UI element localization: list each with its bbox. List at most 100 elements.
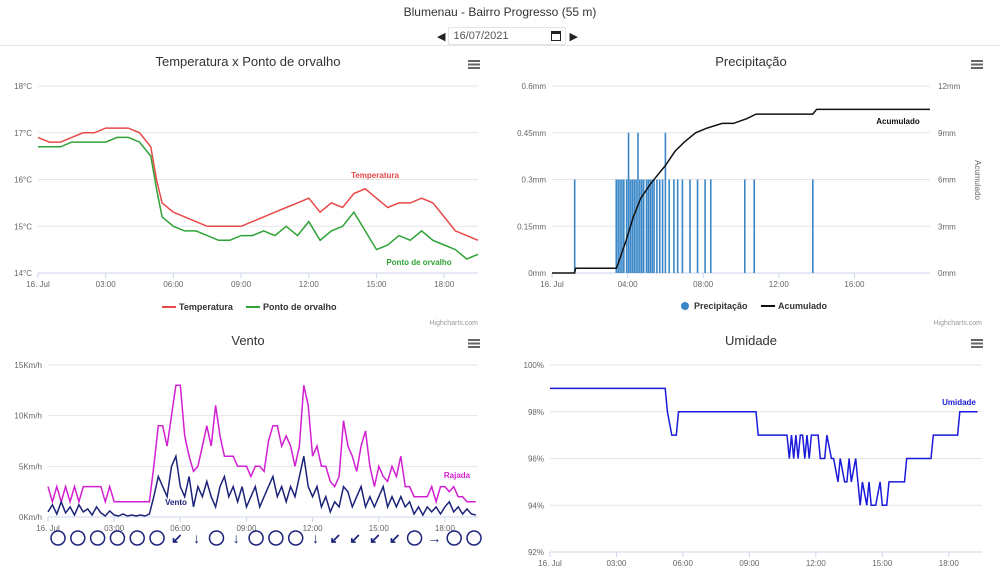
chart-title-1: Precipitação bbox=[715, 54, 787, 69]
precip-bar bbox=[627, 132, 630, 273]
precip-bar bbox=[573, 179, 576, 273]
x-tick-label: 18:00 bbox=[435, 524, 456, 533]
x-tick-label: 18:00 bbox=[434, 280, 455, 289]
precip-bar bbox=[637, 132, 639, 273]
precip-bar bbox=[664, 132, 667, 273]
series-label-umidade: Umidade bbox=[942, 398, 976, 407]
y-tick-label: 0.6mm bbox=[522, 82, 547, 91]
wind-calm-icon bbox=[89, 530, 106, 546]
x-tick-label: 03:00 bbox=[104, 524, 125, 533]
wind-direction-arrow-icon: ↙ bbox=[389, 530, 401, 546]
y-tick-label: 5Km/h bbox=[19, 462, 42, 471]
y-tick-label: 16°C bbox=[14, 176, 32, 185]
menu-line bbox=[971, 339, 983, 341]
precip-bar bbox=[689, 179, 691, 273]
precip-bar bbox=[676, 179, 679, 273]
y-tick-label: 10Km/h bbox=[14, 412, 42, 421]
precip-bar bbox=[617, 179, 619, 273]
menu-icon[interactable] bbox=[971, 60, 983, 69]
menu-line bbox=[468, 63, 480, 66]
menu-line bbox=[971, 63, 983, 66]
x-tick-label: 15:00 bbox=[366, 280, 387, 289]
x-tick-label: 12:00 bbox=[299, 280, 320, 289]
y2-tick-label: 3mm bbox=[938, 222, 956, 231]
precip-bar bbox=[812, 179, 814, 273]
menu-line bbox=[468, 346, 480, 348]
y-tick-label: 94% bbox=[528, 501, 544, 510]
x-tick-label: 09:00 bbox=[236, 524, 257, 533]
series-label-vento: Vento bbox=[165, 498, 187, 507]
precip-bar bbox=[696, 179, 699, 273]
x-tick-label: 04:00 bbox=[618, 280, 639, 289]
menu-line bbox=[971, 60, 983, 62]
precip-bar bbox=[704, 179, 706, 273]
wind-direction-arrow-icon: ↙ bbox=[329, 530, 341, 546]
y-tick-label: 0.15mm bbox=[517, 222, 546, 231]
series-line-ponto-de-orvalho bbox=[38, 136, 479, 260]
y-tick-label: 15Km/h bbox=[14, 361, 42, 370]
prev-day-icon[interactable]: ◀ bbox=[437, 30, 446, 43]
precip-bar bbox=[658, 179, 661, 273]
credits-text: Highcharts.com bbox=[429, 320, 478, 327]
wind-direction-arrow-icon: ↙ bbox=[369, 530, 381, 546]
series-line-vento bbox=[47, 453, 476, 518]
precip-bar bbox=[623, 179, 625, 273]
date-value: 16/07/2021 bbox=[453, 30, 509, 42]
x-tick-label: 16. Jul bbox=[540, 280, 564, 289]
x-tick-label: 06:00 bbox=[673, 559, 694, 568]
wind-calm-icon bbox=[466, 530, 482, 546]
wind-calm-icon bbox=[406, 530, 423, 546]
wind-direction-arrow-icon: ↙ bbox=[171, 530, 183, 546]
precip-bar bbox=[633, 179, 636, 273]
precip-bar bbox=[615, 179, 618, 273]
y2-tick-label: 6mm bbox=[938, 176, 956, 185]
precip-bar bbox=[621, 179, 623, 273]
x-tick-label: 03:00 bbox=[96, 280, 117, 289]
precip-bar bbox=[743, 179, 746, 273]
wind-direction-arrow-icon: → bbox=[427, 530, 441, 546]
wind-calm-icon bbox=[446, 530, 462, 546]
x-tick-label: 12:00 bbox=[769, 280, 790, 289]
next-day-icon[interactable]: ▶ bbox=[569, 30, 578, 43]
chart-title-0: Temperatura x Ponto de orvalho bbox=[156, 54, 341, 69]
y-tick-label: 0mm bbox=[528, 269, 546, 278]
precip-bar bbox=[619, 179, 621, 273]
wind-direction-arrow-icon: ↙ bbox=[349, 530, 361, 546]
precip-bar bbox=[656, 179, 658, 273]
y2-axis-title: Acumulado bbox=[973, 160, 982, 201]
menu-line bbox=[468, 67, 480, 69]
x-tick-label: 06:00 bbox=[163, 280, 184, 289]
y-tick-label: 14°C bbox=[14, 269, 32, 278]
series-label-ponto-de-orvalho: Ponto de orvalho bbox=[386, 258, 451, 267]
x-tick-label: 16. Jul bbox=[36, 524, 60, 533]
wind-direction-arrow-icon: ↓ bbox=[312, 530, 319, 546]
legend-label-ponto-de-orvalho: Ponto de orvalho bbox=[263, 302, 337, 312]
x-tick-label: 16. Jul bbox=[26, 280, 50, 289]
precip-bar bbox=[651, 179, 653, 273]
date-input[interactable]: 16/07/2021 bbox=[448, 27, 567, 45]
header-divider bbox=[0, 45, 1000, 46]
legend-label-acumulado: Acumulado bbox=[778, 301, 828, 311]
menu-icon[interactable] bbox=[468, 60, 480, 69]
precip-bar bbox=[647, 179, 650, 273]
precip-bar bbox=[645, 179, 648, 273]
series-line-acumulado bbox=[552, 108, 930, 274]
x-tick-label: 08:00 bbox=[693, 280, 714, 289]
calendar-icon[interactable] bbox=[551, 31, 562, 41]
x-tick-label: 12:00 bbox=[303, 524, 324, 533]
series-label-rajada: Rajada bbox=[444, 471, 471, 480]
wind-direction-arrow-icon: ↓ bbox=[193, 530, 200, 546]
precip-bar bbox=[673, 179, 675, 273]
series-label-temperatura: Temperatura bbox=[351, 171, 399, 180]
precip-bar bbox=[668, 179, 670, 273]
menu-icon[interactable] bbox=[468, 339, 480, 348]
wind-calm-icon bbox=[248, 530, 264, 546]
page-title: Blumenau - Bairro Progresso (55 m) bbox=[403, 5, 597, 19]
precip-bar bbox=[639, 179, 641, 273]
precip-bar bbox=[753, 179, 756, 273]
x-tick-label: 09:00 bbox=[739, 559, 760, 568]
precip-bar bbox=[681, 179, 684, 273]
date-navigator: ◀ 16/07/2021 ▶ bbox=[437, 26, 578, 46]
menu-icon[interactable] bbox=[971, 339, 983, 348]
